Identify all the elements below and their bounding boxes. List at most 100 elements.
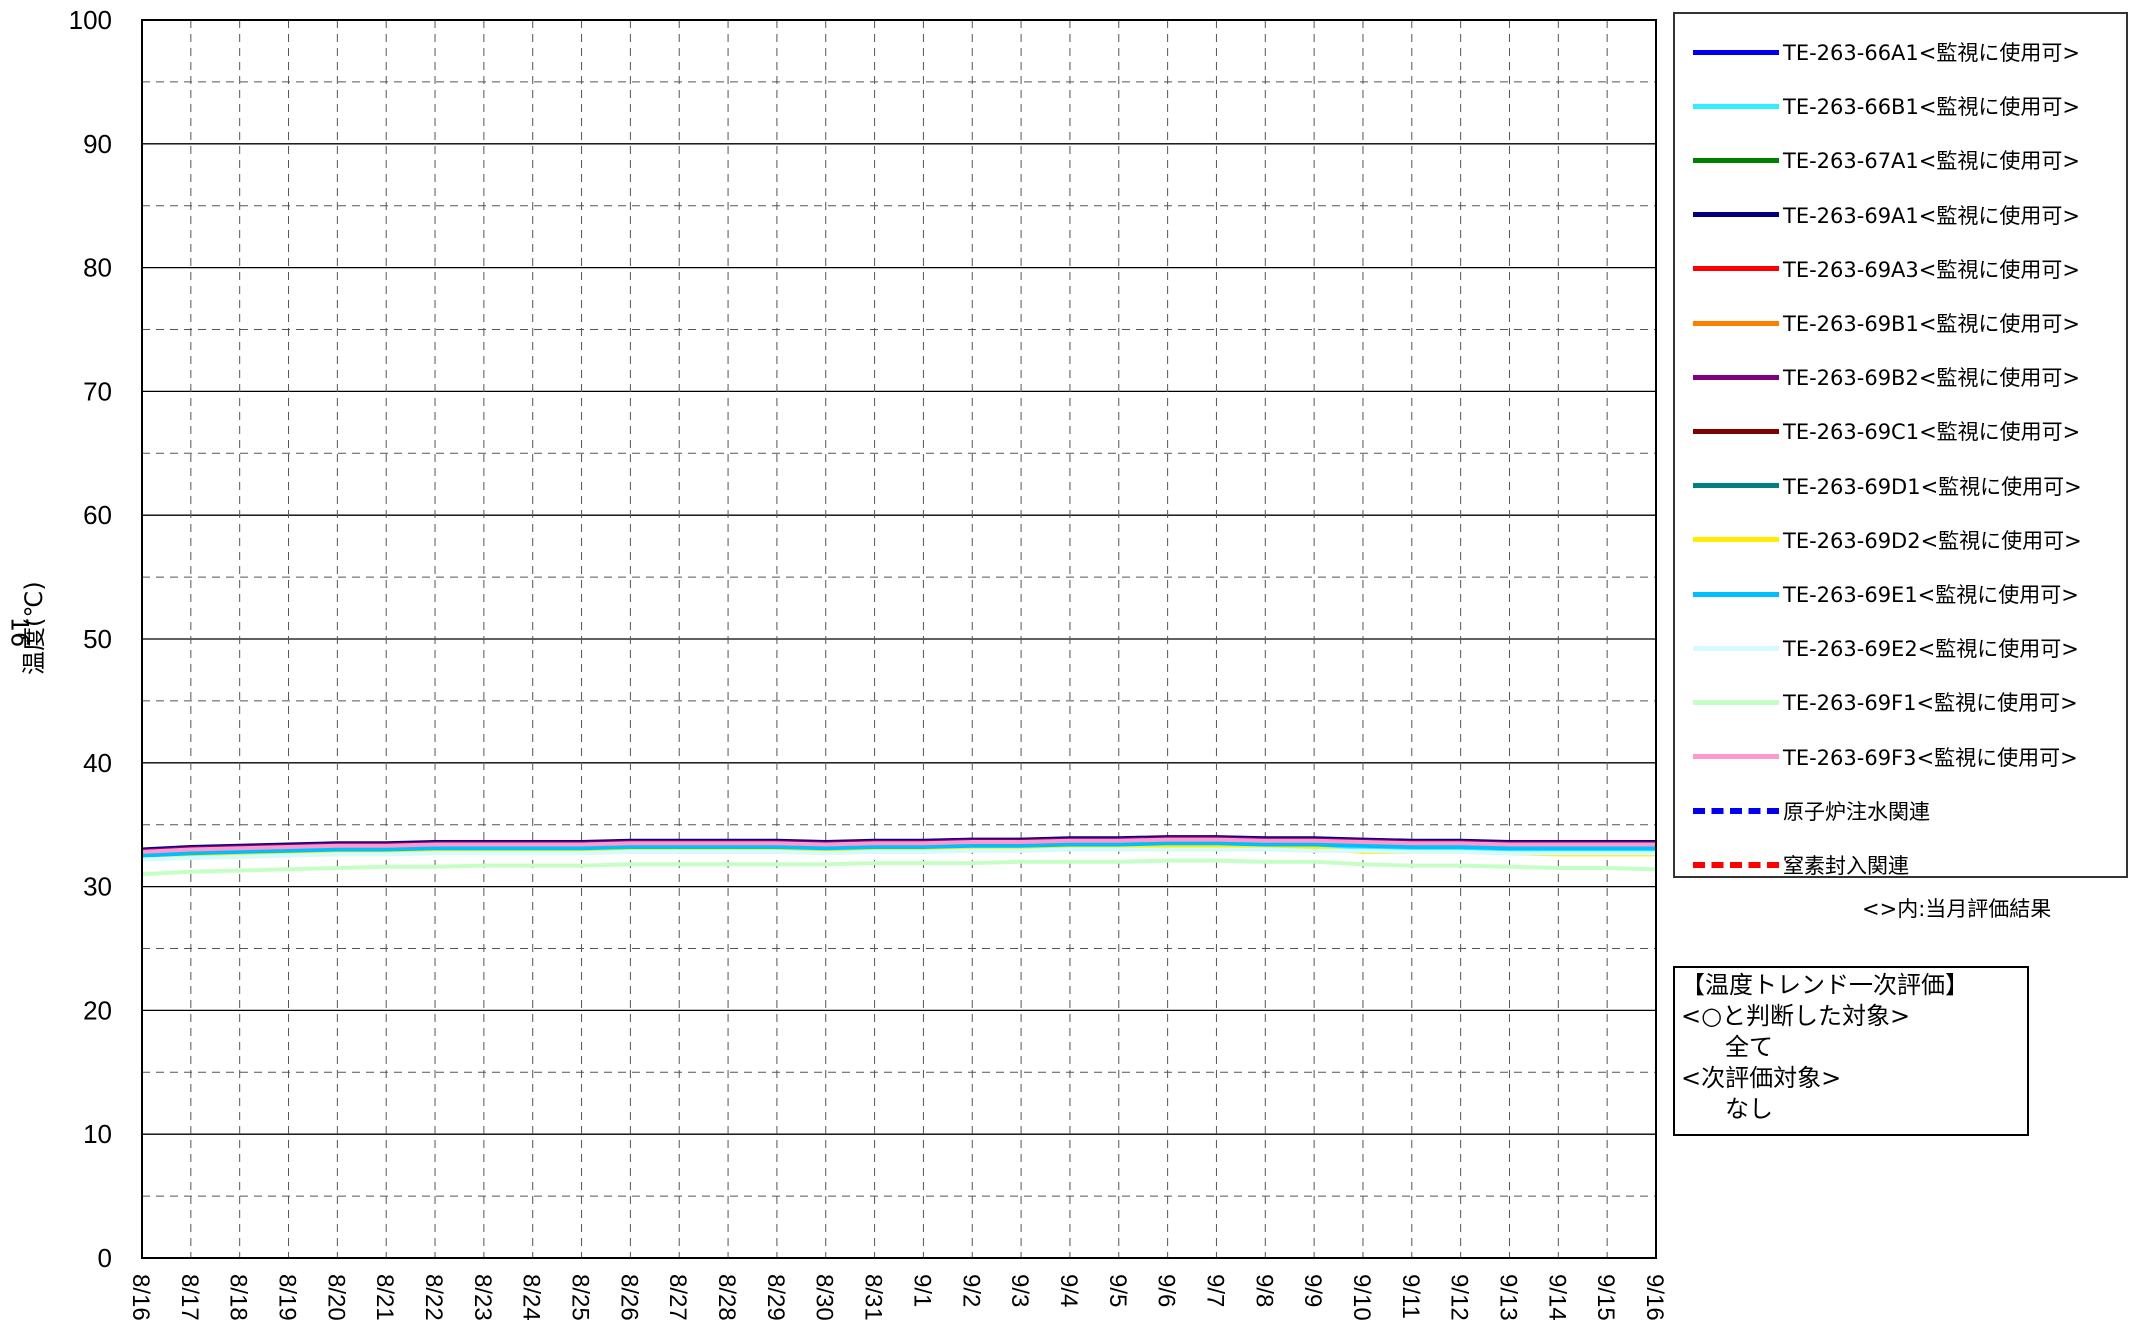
x-tick-label: 8/17 — [176, 1274, 203, 1321]
legend-note: <>内:当月評価結果 — [1862, 897, 2052, 921]
legend-swatch — [1693, 754, 1779, 760]
legend-item: 原子炉注水関連 — [1693, 797, 1930, 825]
x-tick-label: 9/15 — [1592, 1274, 1619, 1321]
x-tick-label: 8/25 — [567, 1274, 594, 1321]
x-tick-label: 8/20 — [322, 1274, 349, 1321]
y-tick-label: 40 — [83, 748, 112, 778]
series-lines — [141, 835, 1657, 877]
legend-label: TE-263-66A1<監視に使用可> — [1783, 41, 2080, 65]
x-tick-label: 8/28 — [713, 1274, 740, 1321]
x-tick-label: 9/7 — [1201, 1274, 1228, 1307]
x-tick-label: 9/3 — [1006, 1274, 1033, 1307]
x-tick-label: 9/8 — [1250, 1274, 1277, 1307]
legend-swatch — [1693, 483, 1779, 489]
evaluation-box: 【温度トレンド一次評価】 <○と判断した対象> 全て <次評価対象> なし — [1673, 966, 2029, 1136]
chart-grid — [142, 20, 1656, 1258]
legend-item: TE-263-69E1<監視に使用可> — [1693, 580, 2079, 608]
x-tick-label: 8/21 — [371, 1274, 398, 1321]
legend-swatch — [1693, 862, 1779, 868]
x-tick-label: 8/19 — [274, 1274, 301, 1321]
legend-item: TE-263-69A3<監視に使用可> — [1693, 255, 2080, 283]
legend-label: TE-263-69C1<監視に使用可> — [1783, 420, 2081, 445]
legend-item: TE-263-69F1<監視に使用可> — [1693, 688, 2078, 716]
y-tick-label: 70 — [83, 376, 112, 406]
y-tick-label: 100 — [69, 5, 112, 35]
ok-header: <○と判断した対象> — [1681, 1002, 1911, 1030]
x-tick-label: 8/22 — [420, 1274, 447, 1321]
x-tick-label: 9/14 — [1543, 1274, 1570, 1321]
legend-swatch — [1693, 807, 1779, 814]
y-tick-label: 30 — [83, 872, 112, 902]
x-tick-label: 9/13 — [1494, 1274, 1521, 1321]
legend-swatch — [1693, 428, 1779, 434]
x-tick-label: 8/29 — [762, 1274, 789, 1321]
legend-swatch — [1693, 212, 1779, 218]
x-tick-label: 9/16 — [1641, 1274, 1668, 1321]
ok-value: 全て — [1725, 1033, 1773, 1061]
legend-label: 原子炉注水関連 — [1783, 799, 1930, 824]
x-tick-label: 9/10 — [1348, 1274, 1375, 1321]
x-tick-label: 9/9 — [1299, 1274, 1326, 1307]
x-tick-label: 8/26 — [615, 1274, 642, 1321]
axis-ticks: 0 10 20 30 40 50 60 70 80 90 100 8/16 8/17 8/18 8/19 8/… — [69, 5, 1668, 1321]
x-tick-label: 8/23 — [469, 1274, 496, 1321]
y-tick-label: 60 — [83, 500, 112, 530]
x-tick-label: 9/11 — [1397, 1274, 1424, 1319]
legend-label: TE-263-69D2<監視に使用可> — [1783, 528, 2082, 553]
x-tick-label: 9/6 — [1153, 1274, 1180, 1307]
legend-label: TE-263-69E2<監視に使用可> — [1783, 637, 2079, 662]
legend-swatch — [1693, 266, 1779, 272]
legend-label: TE-263-69F1<監視に使用可> — [1783, 691, 2078, 716]
legend-label: 窒素封入関連 — [1783, 854, 1909, 878]
x-tick-label: 9/5 — [1104, 1274, 1131, 1307]
legend-swatch — [1693, 645, 1779, 651]
y-tick-label: 10 — [83, 1119, 112, 1149]
y-tick-label: 0 — [98, 1243, 112, 1273]
legend-swatch — [1693, 699, 1779, 705]
y-tick-label: 90 — [83, 129, 112, 159]
legend-swatch — [1693, 374, 1779, 380]
legend-swatch — [1693, 537, 1779, 543]
legend-item: TE-263-69E2<監視に使用可> — [1693, 634, 2079, 662]
x-tick-label: 9/1 — [908, 1274, 935, 1307]
legend-item: TE-263-69C1<監視に使用可> — [1693, 417, 2080, 445]
evaluation-title: 【温度トレンド一次評価】 — [1681, 971, 1969, 999]
legend-swatch — [1693, 591, 1779, 597]
legend-label: TE-263-69A1<監視に使用可> — [1783, 203, 2080, 228]
x-tick-label: 8/24 — [518, 1274, 545, 1321]
legend-item: TE-263-69B1<監視に使用可> — [1693, 309, 2080, 337]
y-tick-label: 80 — [83, 253, 112, 283]
legend-item: TE-263-69A1<監視に使用可> — [1693, 201, 2080, 229]
legend-label: TE-263-69D1<監視に使用可> — [1783, 474, 2082, 499]
corner-mark-text: 16 — [5, 616, 34, 648]
x-tick-label: 8/27 — [664, 1274, 691, 1321]
y-tick-label: 20 — [83, 995, 112, 1025]
legend-item: TE-263-69F3<監視に使用可> — [1693, 743, 2078, 771]
legend-swatch — [1693, 49, 1779, 55]
legend-item: TE-263-69D1<監視に使用可> — [1693, 472, 2082, 500]
series-line — [141, 841, 1656, 858]
legend-label: TE-263-69E1<監視に使用可> — [1783, 583, 2079, 607]
series-line — [141, 837, 1656, 854]
legend-swatch — [1693, 157, 1779, 163]
legend-swatch — [1693, 103, 1779, 109]
next-value: なし — [1725, 1095, 1773, 1123]
legend-item: TE-263-66A1<監視に使用可> — [1693, 38, 2080, 66]
x-tick-label: 8/31 — [860, 1274, 887, 1321]
legend-label: TE-263-66B1<監視に使用可> — [1783, 95, 2081, 120]
legend-swatch — [1693, 320, 1779, 326]
legend-label: TE-263-67A1<監視に使用可> — [1783, 149, 2080, 174]
series-line — [141, 847, 1656, 862]
legend-label: TE-263-69F3<監視に使用可> — [1783, 745, 2078, 770]
legend-label: TE-263-69B1<監視に使用可> — [1783, 312, 2081, 336]
x-tick-label: 8/18 — [225, 1274, 252, 1321]
corner-mark: 16 — [5, 617, 33, 648]
x-tick-label: 8/30 — [811, 1274, 838, 1321]
next-header: <次評価対象> — [1681, 1064, 1842, 1092]
legend-item: 窒素封入関連 — [1693, 851, 1909, 879]
legend-item: TE-263-69D2<監視に使用可> — [1693, 526, 2082, 554]
legend-label: TE-263-69B2<監視に使用可> — [1783, 366, 2081, 391]
legend-item: TE-263-66B1<監視に使用可> — [1693, 92, 2080, 120]
legend-item: TE-263-69B2<監視に使用可> — [1693, 363, 2080, 391]
